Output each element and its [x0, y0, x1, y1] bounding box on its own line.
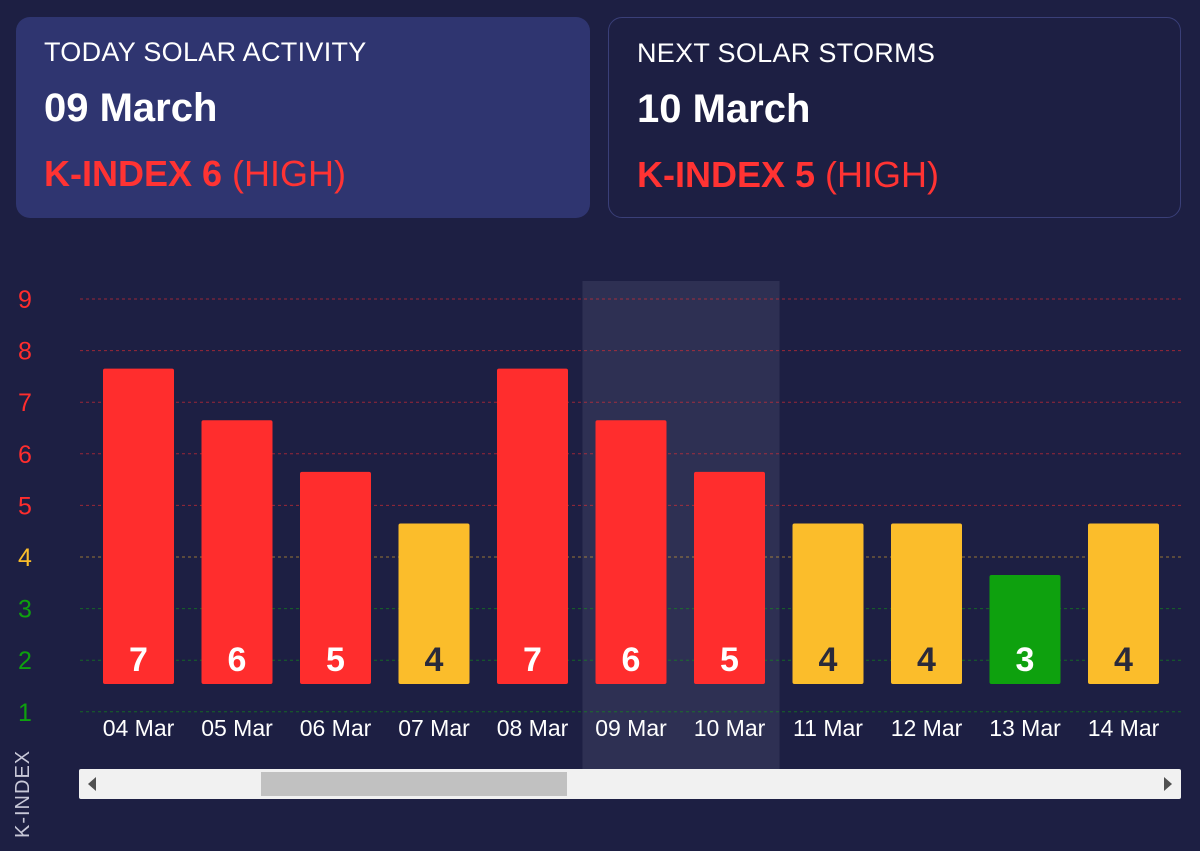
- bar-value-label: 3: [1016, 641, 1035, 679]
- x-tick-label: 12 Mar: [891, 715, 963, 741]
- bar-04-mar: [103, 368, 174, 684]
- bar-value-label: 4: [819, 641, 838, 679]
- bar-value-label: 6: [622, 641, 641, 679]
- bar-07-mar: [398, 523, 470, 684]
- bar-12-mar: [891, 523, 962, 684]
- scroll-right-arrow-icon[interactable]: [1157, 769, 1181, 799]
- bar-08-mar: [497, 368, 568, 684]
- y-tick-5: 5: [18, 492, 32, 520]
- y-tick-8: 8: [18, 338, 32, 366]
- next-storm-card[interactable]: NEXT SOLAR STORMS 10 March K-INDEX 5 (HI…: [608, 17, 1181, 218]
- bar-value-label: 7: [523, 641, 542, 679]
- bar-10-mar: [694, 471, 765, 684]
- x-tick-label: 05 Mar: [201, 715, 273, 741]
- bar-11-mar: [792, 523, 864, 684]
- bar-value-label: 4: [1114, 641, 1133, 679]
- bar-value-label: 4: [917, 641, 936, 679]
- bar-value-label: 6: [228, 641, 247, 679]
- y-tick-3: 3: [18, 596, 32, 624]
- next-k-value: K-INDEX 5: [637, 154, 816, 195]
- y-tick-4: 4: [18, 544, 32, 572]
- bar-14-mar: [1088, 523, 1159, 684]
- x-tick-label: 11 Mar: [793, 715, 863, 741]
- today-activity-card: TODAY SOLAR ACTIVITY 09 March K-INDEX 6 …: [16, 17, 590, 218]
- x-tick-label: 07 Mar: [398, 715, 470, 741]
- next-k-index: K-INDEX 5 (HIGH): [637, 154, 1152, 196]
- bar-05-mar: [201, 420, 273, 684]
- bar-value-label: 5: [326, 641, 345, 679]
- today-date: 09 March: [44, 86, 218, 130]
- bar-06-mar: [300, 471, 371, 684]
- next-date: 10 March: [637, 87, 811, 131]
- y-axis-label: K-INDEX: [12, 749, 34, 838]
- bar-value-label: 5: [720, 641, 739, 679]
- y-tick-2: 2: [18, 647, 32, 675]
- today-k-level: (HIGH): [232, 153, 347, 194]
- today-k-index: K-INDEX 6 (HIGH): [44, 153, 562, 195]
- bar-09-mar: [595, 420, 667, 684]
- x-tick-label: 10 Mar: [694, 715, 766, 741]
- x-tick-label: 13 Mar: [989, 715, 1061, 741]
- bar-value-label: 4: [425, 641, 444, 679]
- today-heading: TODAY SOLAR ACTIVITY: [44, 37, 367, 67]
- next-heading: NEXT SOLAR STORMS: [637, 38, 936, 68]
- y-tick-1: 1: [18, 699, 32, 727]
- bar-13-mar: [989, 575, 1061, 684]
- y-tick-6: 6: [18, 441, 32, 469]
- bar-value-label: 7: [129, 641, 148, 679]
- today-k-value: K-INDEX 6: [44, 153, 223, 194]
- next-k-level: (HIGH): [825, 154, 940, 195]
- x-tick-label: 09 Mar: [595, 715, 667, 741]
- scroll-thumb[interactable]: [261, 772, 567, 796]
- y-tick-7: 7: [18, 389, 32, 417]
- x-tick-label: 14 Mar: [1088, 715, 1160, 741]
- y-tick-9: 9: [18, 286, 32, 314]
- chart-scrollbar[interactable]: [79, 769, 1181, 799]
- x-tick-label: 06 Mar: [300, 715, 372, 741]
- x-tick-label: 04 Mar: [103, 715, 175, 741]
- scroll-left-arrow-icon[interactable]: [79, 769, 103, 799]
- x-tick-label: 08 Mar: [497, 715, 569, 741]
